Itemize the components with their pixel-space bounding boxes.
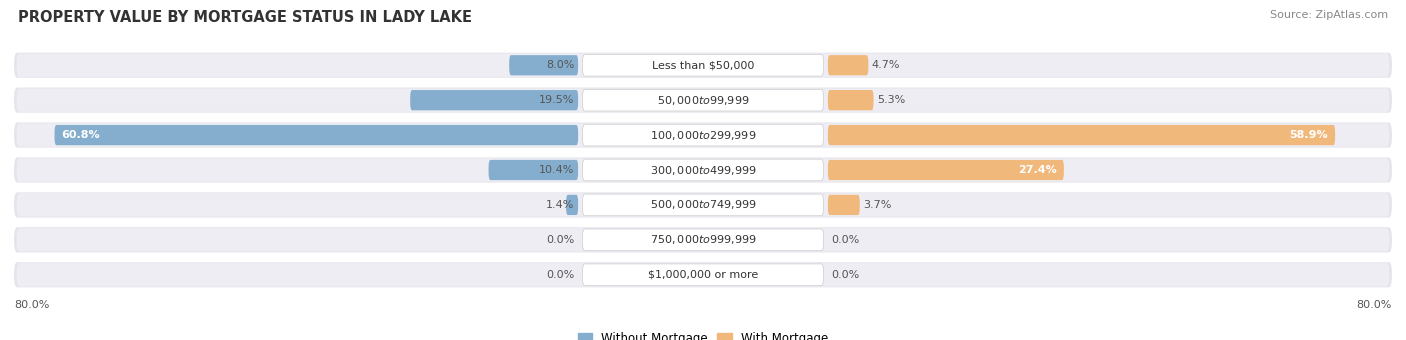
Text: 27.4%: 27.4% (1018, 165, 1057, 175)
FancyBboxPatch shape (17, 53, 1389, 77)
Text: 1.4%: 1.4% (547, 200, 575, 210)
FancyBboxPatch shape (582, 54, 824, 76)
Text: Less than $50,000: Less than $50,000 (652, 60, 754, 70)
FancyBboxPatch shape (55, 125, 578, 145)
FancyBboxPatch shape (509, 55, 578, 75)
Text: 10.4%: 10.4% (540, 165, 575, 175)
Text: $1,000,000 or more: $1,000,000 or more (648, 270, 758, 280)
Text: 0.0%: 0.0% (547, 235, 575, 245)
FancyBboxPatch shape (17, 228, 1389, 252)
Text: Source: ZipAtlas.com: Source: ZipAtlas.com (1270, 10, 1388, 20)
Text: 0.0%: 0.0% (831, 235, 859, 245)
FancyBboxPatch shape (828, 90, 873, 110)
FancyBboxPatch shape (828, 125, 1336, 145)
FancyBboxPatch shape (17, 123, 1389, 147)
FancyBboxPatch shape (14, 192, 1392, 218)
Legend: Without Mortgage, With Mortgage: Without Mortgage, With Mortgage (574, 328, 832, 340)
Text: 60.8%: 60.8% (62, 130, 100, 140)
FancyBboxPatch shape (828, 160, 1064, 180)
FancyBboxPatch shape (14, 88, 1392, 113)
Text: 0.0%: 0.0% (547, 270, 575, 280)
FancyBboxPatch shape (582, 229, 824, 251)
FancyBboxPatch shape (582, 264, 824, 286)
FancyBboxPatch shape (567, 195, 578, 215)
Text: 80.0%: 80.0% (14, 300, 49, 310)
Text: PROPERTY VALUE BY MORTGAGE STATUS IN LADY LAKE: PROPERTY VALUE BY MORTGAGE STATUS IN LAD… (18, 10, 472, 25)
FancyBboxPatch shape (582, 124, 824, 146)
Text: $100,000 to $299,999: $100,000 to $299,999 (650, 129, 756, 141)
FancyBboxPatch shape (582, 159, 824, 181)
FancyBboxPatch shape (14, 122, 1392, 148)
Text: 5.3%: 5.3% (877, 95, 905, 105)
Text: $750,000 to $999,999: $750,000 to $999,999 (650, 233, 756, 246)
FancyBboxPatch shape (582, 89, 824, 111)
Text: 19.5%: 19.5% (540, 95, 575, 105)
Text: 80.0%: 80.0% (1357, 300, 1392, 310)
FancyBboxPatch shape (17, 193, 1389, 217)
Text: 4.7%: 4.7% (872, 60, 900, 70)
FancyBboxPatch shape (411, 90, 578, 110)
FancyBboxPatch shape (14, 157, 1392, 183)
Text: $50,000 to $99,999: $50,000 to $99,999 (657, 94, 749, 107)
FancyBboxPatch shape (828, 195, 859, 215)
FancyBboxPatch shape (828, 55, 869, 75)
FancyBboxPatch shape (14, 53, 1392, 78)
FancyBboxPatch shape (488, 160, 578, 180)
Text: 58.9%: 58.9% (1289, 130, 1329, 140)
FancyBboxPatch shape (14, 227, 1392, 252)
FancyBboxPatch shape (17, 88, 1389, 112)
FancyBboxPatch shape (17, 263, 1389, 287)
FancyBboxPatch shape (582, 194, 824, 216)
FancyBboxPatch shape (14, 262, 1392, 287)
Text: $300,000 to $499,999: $300,000 to $499,999 (650, 164, 756, 176)
FancyBboxPatch shape (17, 158, 1389, 182)
Text: $500,000 to $749,999: $500,000 to $749,999 (650, 199, 756, 211)
Text: 0.0%: 0.0% (831, 270, 859, 280)
Text: 8.0%: 8.0% (547, 60, 575, 70)
Text: 3.7%: 3.7% (863, 200, 891, 210)
